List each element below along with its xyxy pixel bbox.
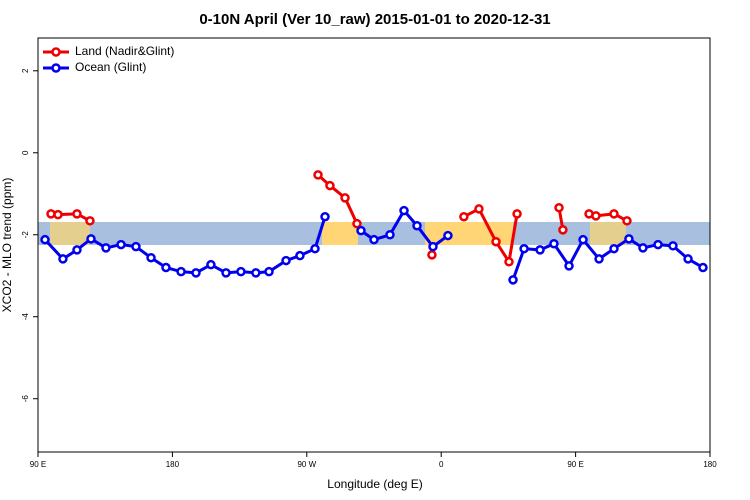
land-band [322, 222, 358, 245]
point [85, 216, 95, 226]
x-tick-label: 180 [703, 460, 717, 469]
point [609, 243, 619, 254]
point [352, 218, 362, 229]
point [313, 170, 323, 180]
point [609, 209, 619, 219]
land-band [50, 222, 90, 245]
point [535, 245, 545, 255]
series-line [43, 207, 704, 281]
y-tick-label: 2 [21, 68, 30, 73]
point [310, 243, 320, 254]
point [578, 234, 588, 245]
point [443, 230, 453, 241]
y-tick-label: -6 [21, 395, 30, 403]
point [622, 216, 632, 226]
point [653, 239, 663, 250]
y-axis-label: XCO2 - MLO trend (ppm) [0, 178, 14, 313]
point [428, 241, 438, 252]
point [638, 243, 648, 253]
point [399, 205, 409, 216]
point [594, 254, 604, 264]
point [206, 259, 216, 270]
point [698, 262, 708, 273]
x-tick-label: 180 [166, 460, 180, 469]
land-band [590, 222, 626, 245]
x-tick-label: 90 E [567, 460, 583, 469]
point [72, 245, 82, 255]
point [161, 262, 171, 273]
point [264, 266, 274, 277]
point [427, 250, 437, 260]
point [146, 252, 156, 263]
point [58, 254, 68, 264]
point [131, 241, 141, 252]
point [40, 234, 50, 245]
point [86, 234, 96, 244]
point [385, 230, 395, 240]
legend-label: Land (Nadir&Glint) [75, 44, 174, 58]
point [412, 220, 422, 231]
point [519, 243, 529, 254]
x-tick-label: 0 [439, 460, 444, 469]
point [474, 204, 484, 214]
point [512, 209, 522, 219]
point [558, 225, 568, 235]
point [101, 243, 111, 253]
point [508, 275, 518, 285]
point [369, 234, 379, 245]
point [340, 193, 350, 203]
point [491, 236, 501, 247]
point [459, 211, 469, 222]
point [53, 209, 63, 220]
x-tick-label: 90 W [297, 460, 316, 469]
point [221, 268, 231, 278]
point [325, 180, 335, 191]
y-tick-label: 0 [21, 150, 30, 155]
point [624, 234, 634, 244]
point [564, 261, 574, 271]
point [251, 268, 261, 278]
point [295, 250, 305, 261]
x-tick-label: 90 E [30, 460, 46, 469]
x-axis-label: Longitude (deg E) [327, 477, 422, 491]
legend-marker [51, 63, 61, 73]
legend-marker [51, 47, 61, 57]
point [549, 239, 559, 249]
legend-label: Ocean (Glint) [75, 60, 146, 74]
y-tick-label: -4 [21, 313, 30, 321]
point [320, 211, 330, 222]
point [683, 254, 693, 264]
point [281, 255, 291, 266]
chart-title: 0-10N April (Ver 10_raw) 2015-01-01 to 2… [199, 11, 550, 28]
point [72, 209, 82, 219]
point [554, 202, 564, 213]
point [591, 211, 601, 221]
point [191, 268, 201, 278]
point [356, 225, 366, 236]
ocean-band [38, 222, 710, 245]
point [668, 241, 678, 251]
point [116, 239, 126, 250]
y-tick-label: -2 [21, 231, 30, 239]
point [504, 257, 514, 267]
point [236, 266, 246, 277]
point [176, 266, 186, 277]
plot-frame [37, 37, 711, 453]
